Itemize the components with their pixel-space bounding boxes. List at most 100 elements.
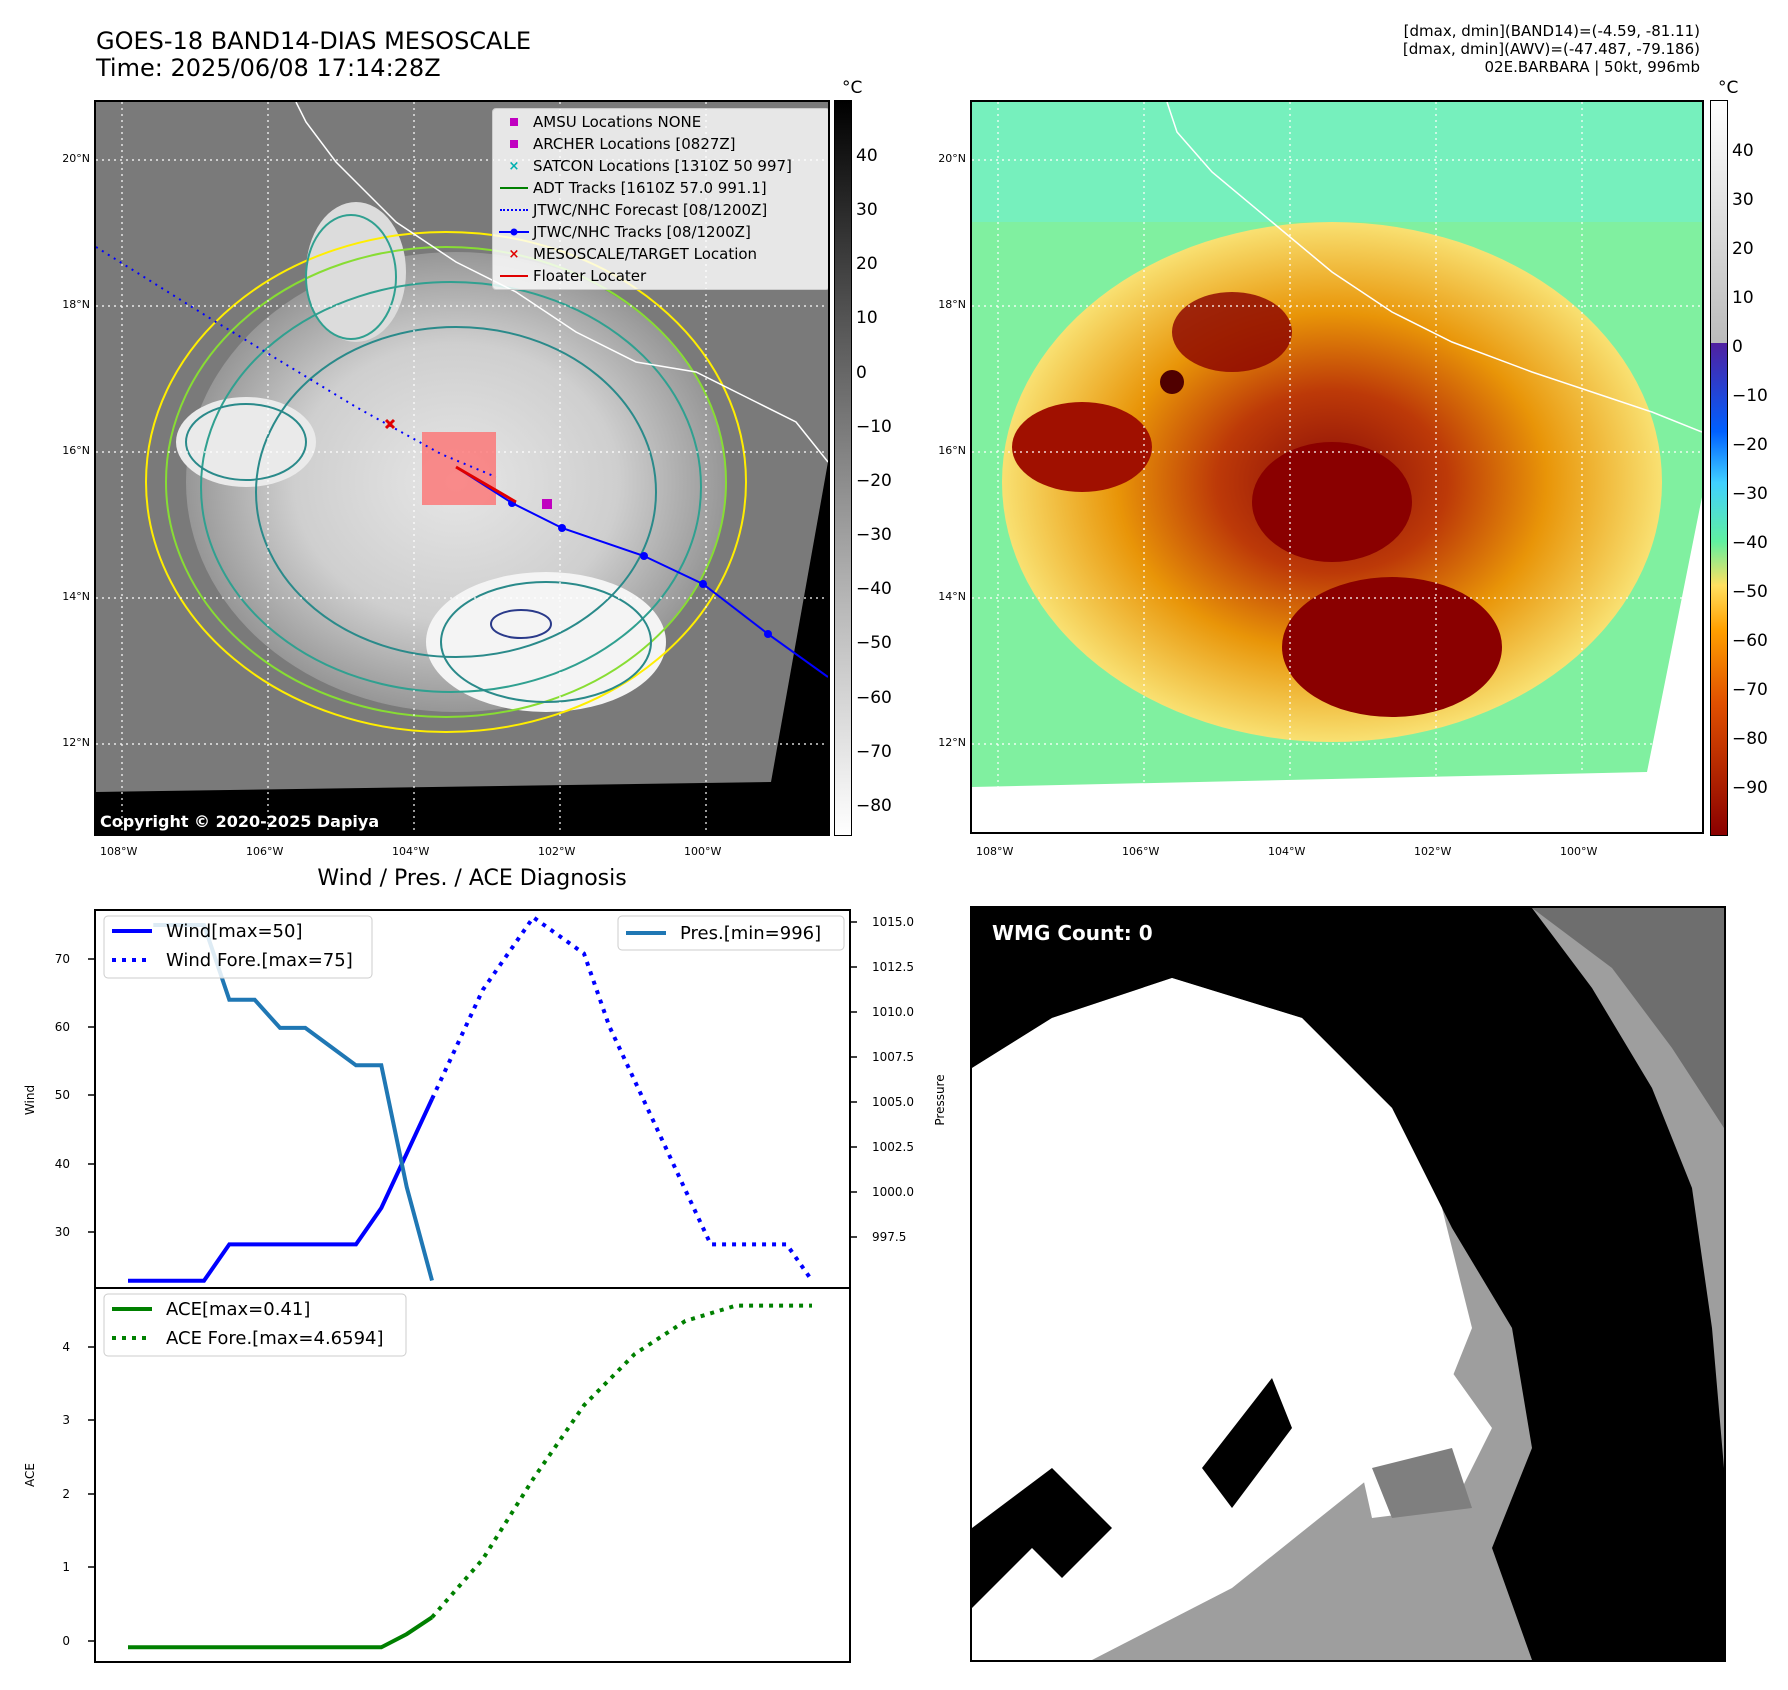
wmg-count-badge: WMG Count: 0 [984, 918, 1161, 948]
colorbar-tick: −20 [856, 471, 892, 491]
line-dot-icon [495, 227, 533, 237]
target-marker [384, 418, 396, 430]
x-marker-icon: × [508, 246, 520, 262]
lon-label: 108°W [976, 845, 1014, 858]
square-marker-icon [495, 140, 533, 148]
ace-series-line [128, 1615, 434, 1650]
ir-colorbar [834, 100, 852, 836]
color-lon-labels: 108°W 106°W 104°W 102°W 100°W [970, 845, 1704, 861]
lat-label: 16°N [62, 444, 90, 457]
pressure-tick: 1002.5 [872, 1140, 914, 1154]
legend-pres-label: Pres.[min=996] [680, 923, 821, 944]
info-line1: [dmax, dmin](BAND14)=(-4.59, -81.11) [1403, 22, 1700, 40]
lon-label: 102°W [538, 845, 576, 858]
ace-tick: 4 [62, 1340, 70, 1354]
colorbar-tick: −80 [856, 796, 892, 816]
legend-wind-fore-label: Wind Fore.[max=75] [166, 950, 353, 971]
solid-line-icon [495, 275, 533, 277]
legend-row-archer: ARCHER Locations [0827Z] [495, 133, 827, 155]
wind-legend: Wind[max=50] Wind Fore.[max=75] [103, 915, 373, 979]
ir-map-legend: AMSU Locations NONE ARCHER Locations [08… [492, 108, 828, 290]
lat-label: 12°N [62, 736, 90, 749]
ir-lon-labels: 108°W 106°W 104°W 102°W 100°W [94, 845, 830, 861]
colorbar-tick: −80 [1732, 729, 1768, 749]
intensity-info: [dmax, dmin](BAND14)=(-4.59, -81.11) [dm… [1100, 22, 1700, 76]
legend-row-tracks: JTWC/NHC Tracks [08/1200Z] [495, 221, 827, 243]
ace-forecast-series-line [430, 1303, 812, 1619]
colorbar-tick: 40 [1732, 141, 1754, 161]
x-marker-icon: × [508, 158, 520, 174]
pressure-tick: 997.5 [872, 1230, 906, 1244]
lon-label: 104°W [1268, 845, 1306, 858]
legend-row-adt: ADT Tracks [1610Z 57.0 991.1] [495, 177, 827, 199]
copyright-text: Copyright © 2020-2025 Dapiya [100, 812, 380, 831]
coastline [1166, 102, 1702, 433]
wind-ticks: 70 60 50 40 30 [55, 952, 70, 1239]
square-marker-icon [495, 118, 533, 126]
lon-label: 100°W [684, 845, 722, 858]
ir-lat-labels: 20°N 18°N 16°N 14°N 12°N [50, 100, 90, 836]
ir-colorbar-unit: °C [842, 78, 863, 98]
lon-label: 100°W [1560, 845, 1598, 858]
figure-title: GOES-18 BAND14-DIAS MESOSCALE Time: 2025… [96, 28, 531, 82]
ace-tick: 3 [62, 1413, 70, 1427]
colorbar-tick: 0 [856, 363, 867, 383]
colorbar-tick: 30 [856, 200, 878, 220]
title-line1: GOES-18 BAND14-DIAS MESOSCALE [96, 27, 532, 55]
coastline [295, 102, 828, 463]
legend-ace-fore-label: ACE Fore.[max=4.6594] [166, 1328, 384, 1349]
lat-label: 20°N [938, 152, 966, 165]
color-colorbar [1710, 100, 1728, 836]
colorbar-tick: −70 [856, 742, 892, 762]
ace-tick: 0 [62, 1634, 70, 1648]
pressure-tick: 1000.0 [872, 1185, 914, 1199]
lat-label: 18°N [938, 298, 966, 311]
lon-label: 106°W [1122, 845, 1160, 858]
colorbar-tick: −30 [856, 525, 892, 545]
wind-tick: 40 [55, 1157, 70, 1171]
wmg-panel: WMG Count: 0 [970, 906, 1726, 1662]
legend-row-satcon: × SATCON Locations [1310Z 50 997] [495, 155, 827, 177]
wmg-image-svg [972, 908, 1724, 1660]
lat-label: 16°N [938, 444, 966, 457]
pressure-tick: 1007.5 [872, 1050, 914, 1064]
lon-label: 102°W [1414, 845, 1452, 858]
colorbar-tick: −50 [856, 633, 892, 653]
ir-colorbar-ticks: 40 30 20 10 0 −10 −20 −30 −40 −50 −60 −7… [856, 100, 916, 836]
color-colorbar-unit: °C [1718, 78, 1739, 98]
wind-forecast-series-line [430, 914, 814, 1282]
legend-row-amsu: AMSU Locations NONE [495, 111, 827, 133]
ace-ticks: 4 3 2 1 0 [62, 1340, 70, 1648]
wind-tick: 50 [55, 1088, 70, 1102]
colorbar-tick: 0 [1732, 337, 1743, 357]
colorbar-tick: −30 [1732, 484, 1768, 504]
wmg-count-label: WMG Count: 0 [992, 921, 1153, 945]
pressure-ticks: 1015.0 1012.5 1010.0 1007.5 1005.0 1002.… [872, 915, 914, 1244]
wind-tick: 70 [55, 952, 70, 966]
colorbar-tick: 20 [1732, 239, 1754, 259]
pressure-tick: 1015.0 [872, 915, 914, 929]
colorbar-tick: 30 [1732, 190, 1754, 210]
colorbar-tick: −60 [856, 688, 892, 708]
wind-tick: 60 [55, 1020, 70, 1034]
colorbar-tick: −70 [1732, 680, 1768, 700]
colorbar-tick: −40 [1732, 533, 1768, 553]
map-grid [972, 102, 1702, 832]
colorbar-tick: 40 [856, 146, 878, 166]
color-enhanced-map [970, 100, 1704, 834]
lat-label: 14°N [938, 590, 966, 603]
ace-legend: ACE[max=0.41] ACE Fore.[max=4.6594] [103, 1293, 407, 1357]
colorbar-tick: −90 [1732, 778, 1768, 798]
colorbar-tick: 10 [1732, 288, 1754, 308]
pressure-tick: 1010.0 [872, 1005, 914, 1019]
colorbar-tick: −10 [1732, 386, 1768, 406]
legend-row-target: × MESOSCALE/TARGET Location [495, 243, 827, 265]
pressure-tick: 1005.0 [872, 1095, 914, 1109]
legend-row-forecast: JTWC/NHC Forecast [08/1200Z] [495, 199, 827, 221]
colorbar-tick: −10 [856, 417, 892, 437]
info-line3: 02E.BARBARA | 50kt, 996mb [1484, 58, 1700, 76]
solid-line-icon [495, 187, 533, 189]
wind-tick: 30 [55, 1225, 70, 1239]
colorbar-tick: 20 [856, 254, 878, 274]
colorbar-tick: −60 [1732, 631, 1768, 651]
